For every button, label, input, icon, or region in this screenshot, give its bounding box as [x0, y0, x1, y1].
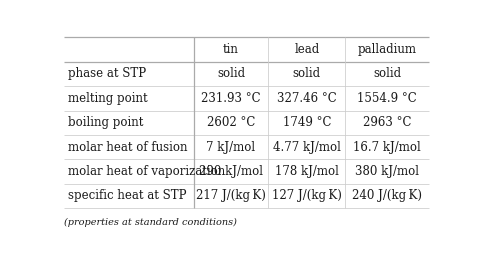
Text: lead: lead	[294, 43, 319, 56]
Text: 290 kJ/mol: 290 kJ/mol	[199, 165, 263, 178]
Text: 4.77 kJ/mol: 4.77 kJ/mol	[272, 141, 340, 154]
Text: 380 kJ/mol: 380 kJ/mol	[354, 165, 418, 178]
Text: solid: solid	[216, 67, 244, 80]
Text: solid: solid	[372, 67, 400, 80]
Text: 1554.9 °C: 1554.9 °C	[357, 92, 416, 105]
Text: molar heat of vaporization: molar heat of vaporization	[68, 165, 225, 178]
Text: palladium: palladium	[357, 43, 416, 56]
Text: 1749 °C: 1749 °C	[282, 116, 330, 129]
Text: tin: tin	[223, 43, 239, 56]
Text: 7 kJ/mol: 7 kJ/mol	[206, 141, 255, 154]
Text: 327.46 °C: 327.46 °C	[276, 92, 336, 105]
Text: 178 kJ/mol: 178 kJ/mol	[274, 165, 338, 178]
Text: (properties at standard conditions): (properties at standard conditions)	[64, 218, 236, 227]
Text: 16.7 kJ/mol: 16.7 kJ/mol	[352, 141, 420, 154]
Text: 217 J/(kg K): 217 J/(kg K)	[196, 189, 265, 203]
Text: 231.93 °C: 231.93 °C	[201, 92, 260, 105]
Text: molar heat of fusion: molar heat of fusion	[68, 141, 187, 154]
Text: 2963 °C: 2963 °C	[362, 116, 410, 129]
Text: boiling point: boiling point	[68, 116, 144, 129]
Text: 240 J/(kg K): 240 J/(kg K)	[351, 189, 421, 203]
Text: melting point: melting point	[68, 92, 148, 105]
Text: specific heat at STP: specific heat at STP	[68, 189, 186, 203]
Text: phase at STP: phase at STP	[68, 67, 146, 80]
Text: solid: solid	[292, 67, 320, 80]
Text: 2602 °C: 2602 °C	[206, 116, 255, 129]
Text: 127 J/(kg K): 127 J/(kg K)	[271, 189, 341, 203]
